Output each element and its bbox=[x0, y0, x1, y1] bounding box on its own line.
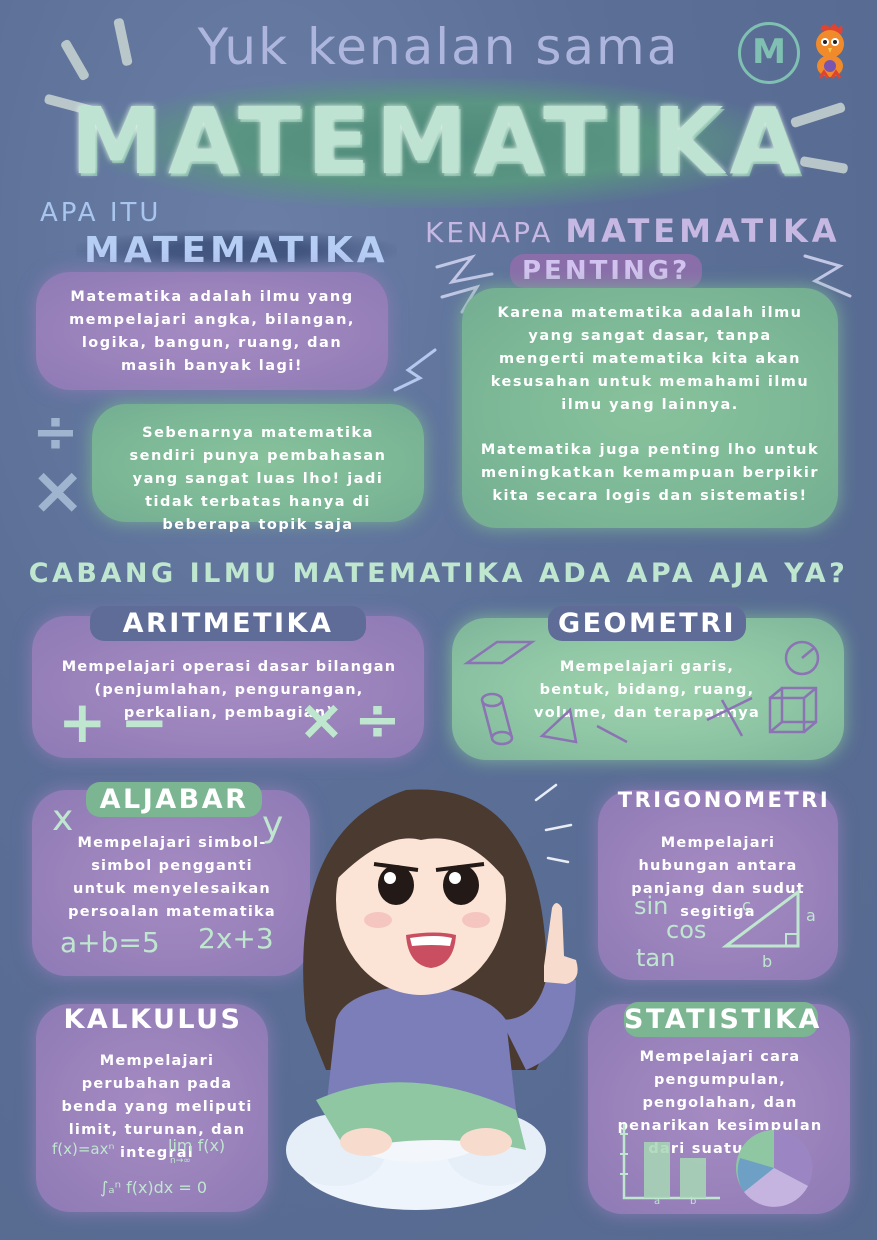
kalkulus-card bbox=[36, 1004, 268, 1212]
aljabar-card bbox=[32, 790, 310, 976]
geometri-text: Mempelajari garis, bentuk, bidang, ruang… bbox=[534, 659, 760, 721]
aritmetika-text: Mempelajari operasi dasar bilangan (penj… bbox=[61, 659, 397, 721]
kenapa-label-small: KENAPA bbox=[425, 216, 554, 249]
zigzag-right-icon bbox=[803, 254, 852, 298]
apa-itu-extra-text: Sebenarnya matematika sendiri punya pemb… bbox=[129, 425, 387, 533]
trig-side-b: b bbox=[762, 952, 773, 971]
aljabar-equation-1: a+b=5 bbox=[60, 926, 160, 959]
kenapa-heading: PENTING? bbox=[510, 254, 703, 288]
minus-icon: − bbox=[120, 688, 169, 756]
bar-label-b: b bbox=[690, 1196, 697, 1207]
aljabar-var-x: x bbox=[52, 798, 74, 839]
kalkulus-title: KALKULUS bbox=[63, 1004, 243, 1035]
title-main: MATEMATIKA bbox=[70, 88, 807, 195]
statistika-text: Mempelajari cara pengumpulan, pengolahan… bbox=[617, 1049, 823, 1157]
apa-itu-text-box: Matematika adalah ilmu yang mempelajari … bbox=[36, 272, 388, 390]
apa-itu-text: Matematika adalah ilmu yang mempelajari … bbox=[69, 289, 355, 374]
kenapa-text-box: Karena matematika adalah ilmu yang sanga… bbox=[462, 288, 838, 528]
kenapa-label-mid: MATEMATIKA bbox=[565, 212, 841, 250]
kalkulus-formula-2: lim f(x) bbox=[168, 1136, 226, 1155]
girl-character-illustration bbox=[286, 783, 578, 1210]
multiply-icon: × bbox=[30, 452, 86, 529]
trig-side-c: c bbox=[742, 896, 751, 915]
geometry-shapes-icon bbox=[463, 640, 820, 746]
pie-chart-icon bbox=[736, 1129, 813, 1207]
trig-side-a: a bbox=[806, 906, 816, 925]
trigonometri-card bbox=[598, 790, 838, 980]
kalkulus-formula-1: f(x)=axⁿ bbox=[52, 1140, 115, 1158]
bar-chart-icon bbox=[620, 1124, 720, 1200]
statistika-title: STATISTIKA bbox=[624, 1002, 822, 1037]
aljabar-text: Mempelajari simbol-simbol pengganti untu… bbox=[68, 835, 276, 920]
kalkulus-formula-3: ∫ₐⁿ f(x)dx = 0 bbox=[100, 1178, 208, 1197]
aljabar-var-y: y bbox=[262, 804, 284, 845]
kenapa-text-2: Matematika juga penting lho untuk mening… bbox=[480, 442, 820, 504]
apa-itu-label: APA ITU bbox=[40, 198, 162, 228]
kenapa-label: KENAPA MATEMATIKA bbox=[425, 212, 841, 250]
title-small: Yuk kenalan sama bbox=[197, 18, 680, 76]
sparkle-lines-icon bbox=[393, 348, 437, 392]
bar-label-a: a bbox=[654, 1196, 661, 1207]
trigonometri-text: Mempelajari hubungan antara panjang dan … bbox=[631, 835, 805, 920]
title-glow bbox=[92, 78, 782, 208]
trigonometri-title: TRIGONOMETRI bbox=[617, 788, 831, 812]
aljabar-equation-2: 2x+3 bbox=[198, 922, 274, 955]
kenapa-text-1: Karena matematika adalah ilmu yang sanga… bbox=[490, 305, 810, 413]
apa-itu-heading: MATEMATIKA bbox=[76, 230, 397, 271]
kalkulus-text: Mempelajari perubahan pada benda yang me… bbox=[61, 1053, 253, 1161]
multiply-icon: × bbox=[298, 688, 345, 753]
trig-cos: cos bbox=[666, 916, 707, 944]
m-circle-logo-icon: M bbox=[738, 22, 800, 84]
cabang-heading: CABANG ILMU MATEMATIKA ADA APA AJA YA? bbox=[28, 558, 849, 589]
divide-icon: ÷ bbox=[32, 400, 79, 465]
trig-tan: tan bbox=[636, 944, 676, 972]
aritmetika-title: ARITMETIKA bbox=[90, 606, 366, 641]
trig-sin: sin bbox=[634, 892, 669, 920]
right-triangle-icon bbox=[721, 889, 800, 948]
rooster-mascot-icon bbox=[816, 24, 844, 79]
apa-itu-extra-box: Sebenarnya matematika sendiri punya pemb… bbox=[92, 404, 424, 533]
plus-icon: + bbox=[58, 688, 107, 756]
geometri-title: GEOMETRI bbox=[548, 606, 746, 641]
kalkulus-formula-2-sub: n→∞ bbox=[170, 1156, 191, 1166]
divide-icon: ÷ bbox=[354, 688, 401, 753]
aljabar-title: ALJABAR bbox=[86, 782, 262, 817]
